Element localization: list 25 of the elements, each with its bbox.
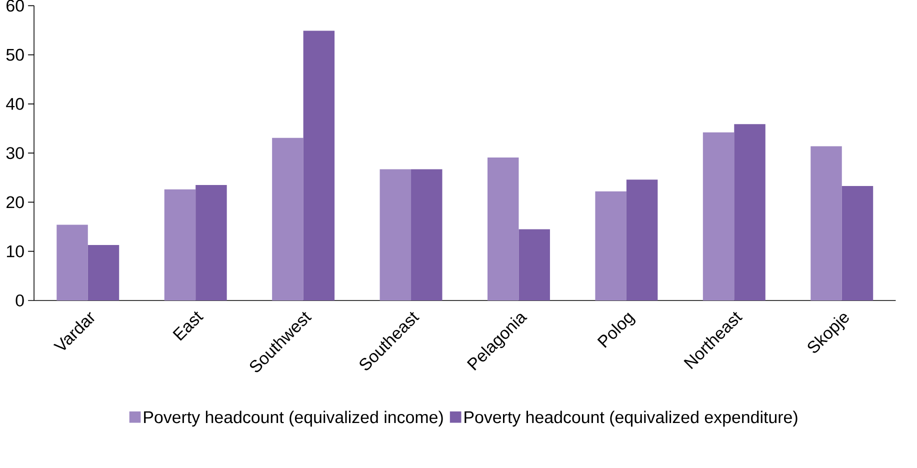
bar	[411, 169, 442, 301]
bar	[88, 245, 120, 301]
bar	[518, 229, 550, 301]
bar	[595, 192, 626, 301]
bar	[488, 158, 519, 301]
bar	[380, 169, 412, 301]
bar	[272, 138, 304, 301]
legend-label: Poverty headcount (equivalized expenditure)	[464, 410, 798, 427]
bar	[734, 124, 766, 301]
y-tick-label: 0	[16, 294, 24, 307]
bar	[842, 186, 874, 301]
y-tick-label: 20	[6, 196, 24, 208]
bar	[702, 132, 734, 301]
legend-label: Poverty headcount (equivalized income)	[144, 410, 443, 427]
bar	[626, 180, 658, 301]
bar	[810, 146, 842, 301]
y-tick-label: 50	[6, 48, 24, 61]
y-tick-label: 40	[6, 98, 24, 110]
y-tick-label: 10	[6, 245, 24, 258]
y-tick-label: 60	[6, 0, 24, 12]
bar	[56, 224, 88, 301]
y-tick-label: 30	[6, 147, 24, 160]
bar	[164, 190, 196, 301]
bar	[303, 30, 335, 301]
bar	[196, 185, 227, 301]
